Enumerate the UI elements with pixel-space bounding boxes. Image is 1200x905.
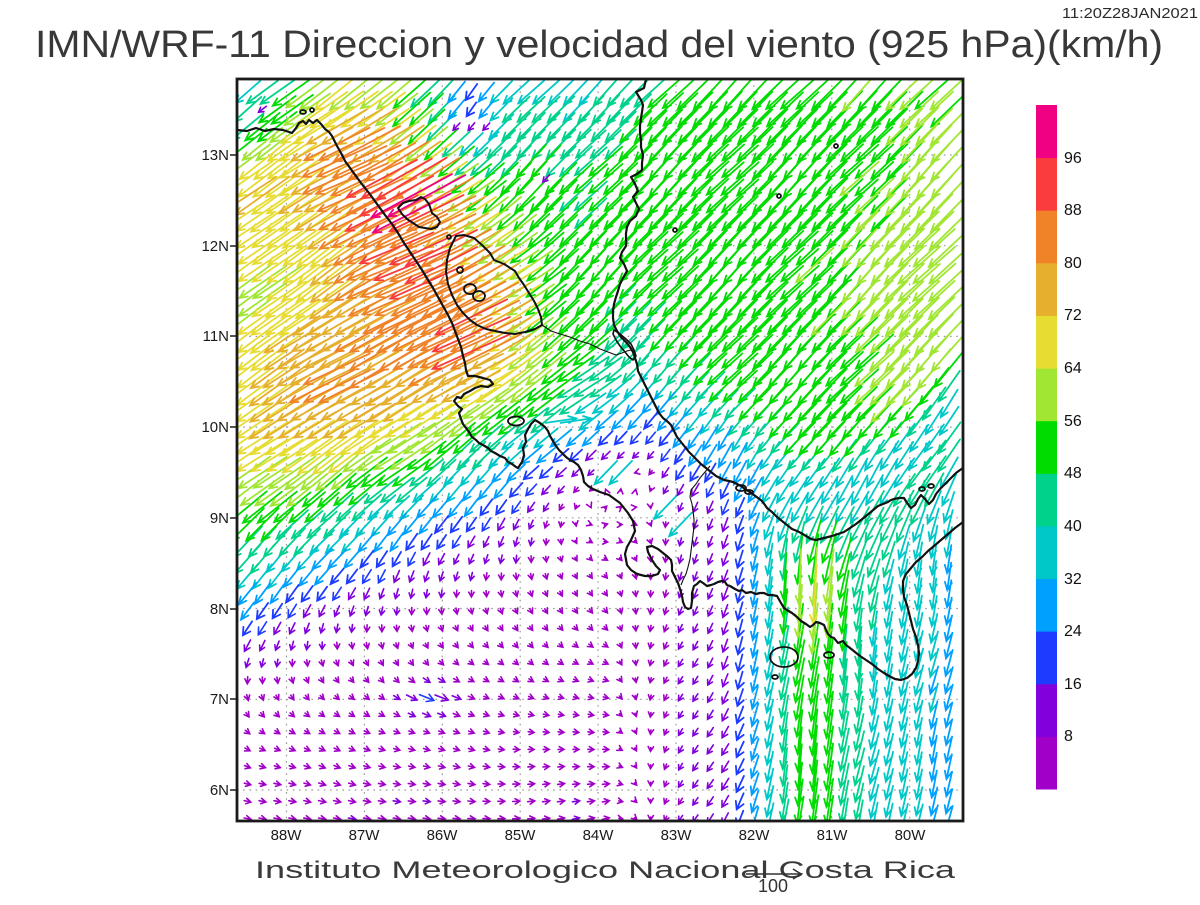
svg-text:13N: 13N <box>201 147 229 164</box>
svg-text:86W: 86W <box>427 827 459 844</box>
svg-text:88W: 88W <box>271 827 303 844</box>
svg-text:11:20Z28JAN2021: 11:20Z28JAN2021 <box>1062 5 1198 22</box>
svg-text:11N: 11N <box>203 328 229 345</box>
svg-text:Instituto Meteorologico Nacion: Instituto Meteorologico Nacional Costa R… <box>255 857 956 884</box>
svg-text:88: 88 <box>1064 202 1082 219</box>
svg-text:83W: 83W <box>661 827 693 844</box>
svg-text:24: 24 <box>1064 623 1082 640</box>
svg-text:32: 32 <box>1064 571 1082 588</box>
svg-text:100: 100 <box>758 876 788 896</box>
svg-text:6N: 6N <box>210 782 229 799</box>
svg-text:8N: 8N <box>210 601 229 618</box>
svg-text:48: 48 <box>1064 465 1082 482</box>
svg-text:64: 64 <box>1064 360 1082 377</box>
svg-text:10N: 10N <box>201 419 229 436</box>
svg-text:84W: 84W <box>583 827 615 844</box>
svg-text:9N: 9N <box>210 510 229 527</box>
svg-text:7N: 7N <box>210 691 229 708</box>
svg-text:12N: 12N <box>201 238 229 255</box>
svg-text:IMN/WRF-11 Direccion y velocid: IMN/WRF-11 Direccion y velocidad del vie… <box>35 24 1163 66</box>
svg-text:16: 16 <box>1064 676 1082 693</box>
svg-text:85W: 85W <box>505 827 537 844</box>
svg-text:96: 96 <box>1064 150 1082 167</box>
svg-text:72: 72 <box>1064 307 1082 324</box>
svg-text:80W: 80W <box>895 827 927 844</box>
svg-text:80: 80 <box>1064 255 1082 272</box>
svg-text:87W: 87W <box>349 827 381 844</box>
svg-text:56: 56 <box>1064 413 1082 430</box>
svg-text:8: 8 <box>1064 728 1073 745</box>
svg-text:82W: 82W <box>739 827 771 844</box>
svg-text:40: 40 <box>1064 518 1082 535</box>
svg-text:81W: 81W <box>817 827 849 844</box>
